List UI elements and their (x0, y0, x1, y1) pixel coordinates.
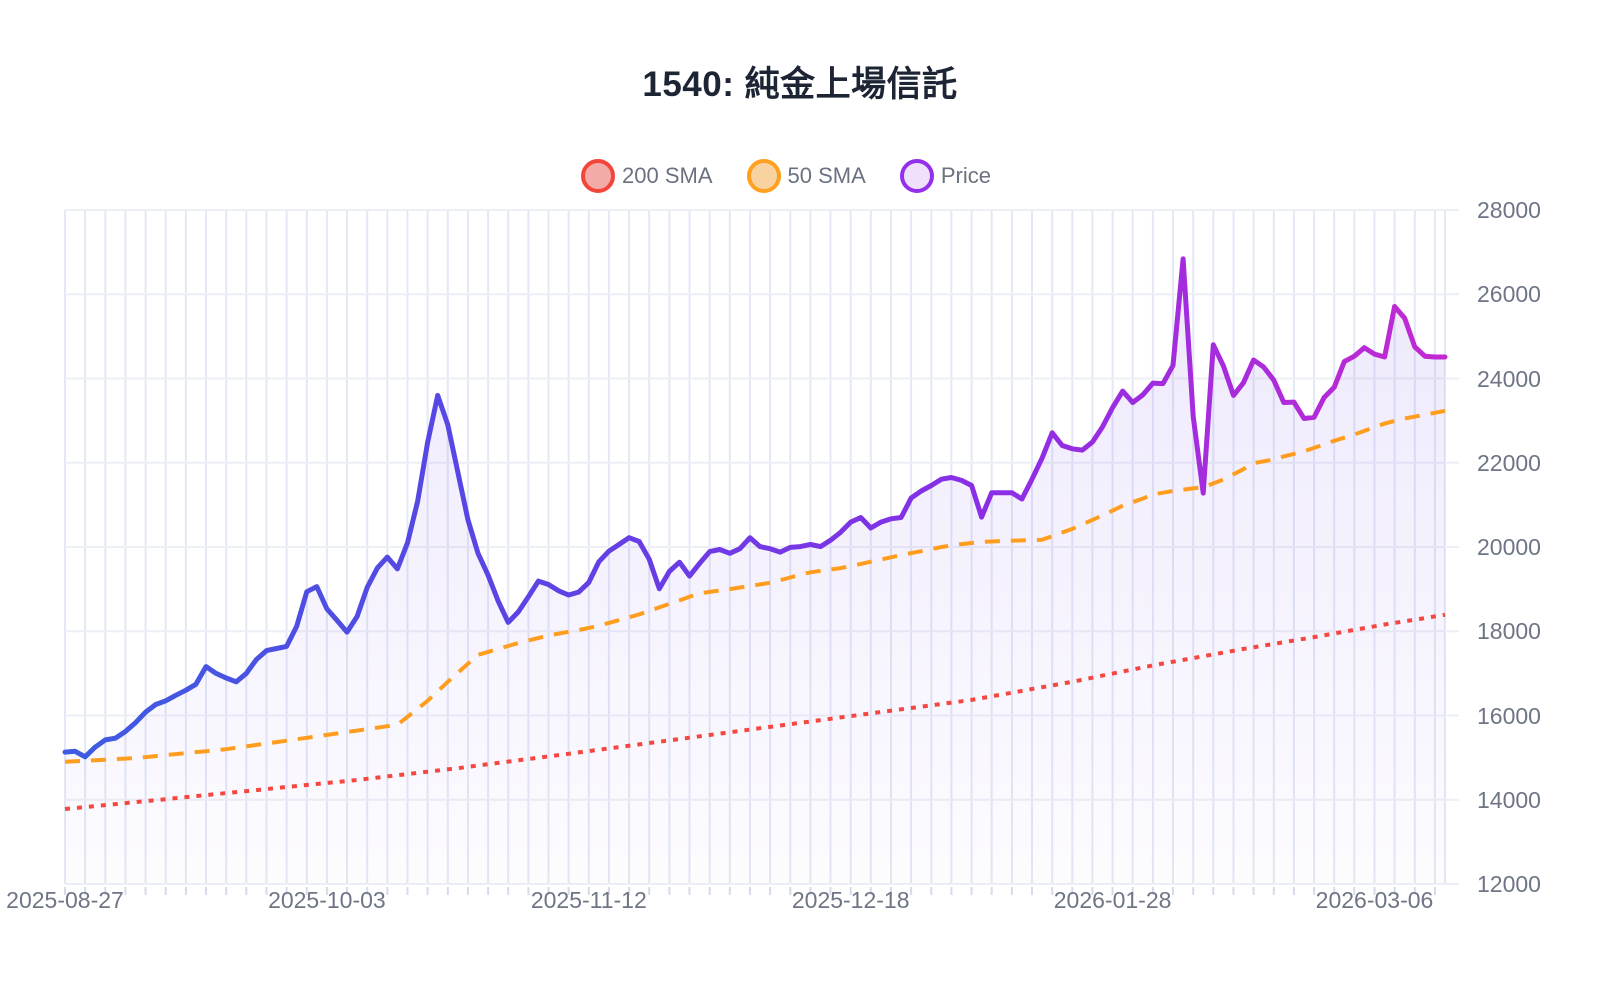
legend-item-200sma[interactable]: 200 SMA (581, 159, 713, 193)
y-tick-label: 22000 (1477, 449, 1541, 476)
sma50-line (64, 408, 1446, 764)
y-tick-label: 28000 (1477, 197, 1541, 223)
y-tick-label: 26000 (1477, 281, 1541, 308)
legend-item-price[interactable]: Price (899, 159, 991, 193)
legend-item-50sma[interactable]: 50 SMA (746, 159, 866, 193)
y-tick-label: 24000 (1477, 365, 1541, 392)
x-tick-label: 2025-12-18 (791, 887, 910, 913)
x-tick-label: 2025-11-12 (530, 887, 647, 913)
legend-label-price: Price (940, 163, 991, 188)
x-tick-label: 2026-01-28 (1053, 887, 1172, 913)
legend-swatch-50sma-icon (746, 159, 781, 193)
legend-swatch-price-icon (899, 159, 934, 193)
legend-label-50sma: 50 SMA (787, 163, 866, 188)
y-tick-label: 16000 (1477, 702, 1541, 729)
x-tick-label: 2025-08-27 (6, 887, 124, 913)
y-tick-label: 12000 (1477, 871, 1541, 897)
sma200-line (64, 612, 1446, 811)
chart-legend: 200 SMA 50 SMA Price (0, 159, 1586, 193)
price-line (62, 256, 1448, 760)
y-tick-label: 20000 (1477, 534, 1541, 560)
legend-label-200sma: 200 SMA (622, 163, 713, 188)
x-tick-label: 2025-10-03 (268, 887, 386, 913)
price-area-fill (65, 258, 1445, 884)
chart-title: 1540: 純金上場信託 (642, 65, 958, 104)
y-tick-label: 18000 (1477, 618, 1541, 645)
x-tick-label: 2026-03-06 (1315, 887, 1434, 913)
y-tick-label: 14000 (1477, 786, 1541, 813)
legend-swatch-200sma-icon (581, 159, 616, 193)
x-axis-tick-marks (64, 887, 1436, 895)
